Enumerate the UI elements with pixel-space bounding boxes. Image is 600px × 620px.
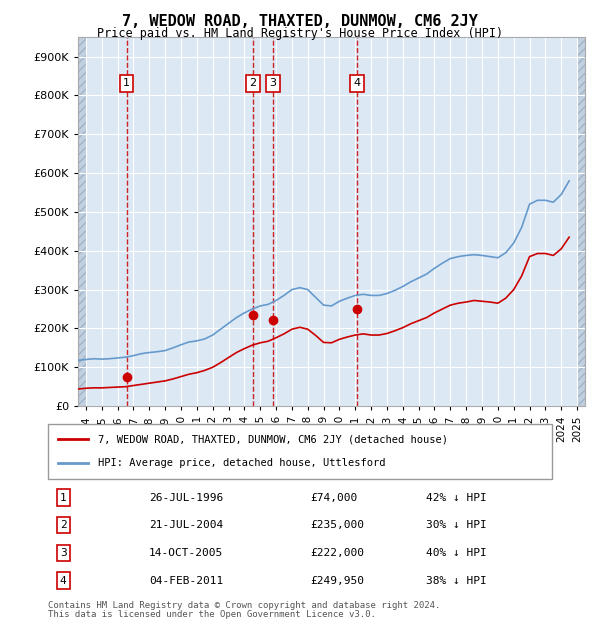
Text: £235,000: £235,000 (310, 520, 364, 530)
Text: 4: 4 (353, 78, 360, 88)
FancyBboxPatch shape (48, 424, 552, 479)
Text: HPI: Average price, detached house, Uttlesford: HPI: Average price, detached house, Uttl… (98, 458, 386, 468)
Text: £249,950: £249,950 (310, 575, 364, 585)
Text: 26-JUL-1996: 26-JUL-1996 (149, 492, 223, 503)
Text: 38% ↓ HPI: 38% ↓ HPI (426, 575, 487, 585)
Text: 7, WEDOW ROAD, THAXTED, DUNMOW, CM6 2JY: 7, WEDOW ROAD, THAXTED, DUNMOW, CM6 2JY (122, 14, 478, 29)
Bar (577, 37, 585, 406)
Text: 3: 3 (269, 78, 276, 88)
Text: 14-OCT-2005: 14-OCT-2005 (149, 548, 223, 558)
Text: 04-FEB-2011: 04-FEB-2011 (149, 575, 223, 585)
Text: 21-JUL-2004: 21-JUL-2004 (149, 520, 223, 530)
Text: 3: 3 (60, 548, 67, 558)
Text: 4: 4 (60, 575, 67, 585)
Text: £222,000: £222,000 (310, 548, 364, 558)
Text: 7, WEDOW ROAD, THAXTED, DUNMOW, CM6 2JY (detached house): 7, WEDOW ROAD, THAXTED, DUNMOW, CM6 2JY … (98, 435, 448, 445)
Text: 1: 1 (60, 492, 67, 503)
Text: 30% ↓ HPI: 30% ↓ HPI (426, 520, 487, 530)
Text: Price paid vs. HM Land Registry's House Price Index (HPI): Price paid vs. HM Land Registry's House … (97, 27, 503, 40)
Bar (78, 37, 86, 406)
Text: 1: 1 (123, 78, 130, 88)
Text: 2: 2 (250, 78, 257, 88)
Text: This data is licensed under the Open Government Licence v3.0.: This data is licensed under the Open Gov… (48, 610, 376, 619)
Text: 40% ↓ HPI: 40% ↓ HPI (426, 548, 487, 558)
Text: 2: 2 (60, 520, 67, 530)
Text: £74,000: £74,000 (310, 492, 358, 503)
Text: Contains HM Land Registry data © Crown copyright and database right 2024.: Contains HM Land Registry data © Crown c… (48, 601, 440, 611)
Text: 42% ↓ HPI: 42% ↓ HPI (426, 492, 487, 503)
